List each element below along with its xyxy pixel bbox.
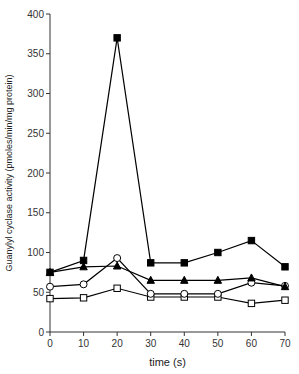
data-point [113, 262, 120, 269]
data-point [214, 276, 221, 283]
data-point [114, 255, 121, 262]
data-point [147, 290, 154, 297]
series-line [50, 38, 285, 273]
y-tick-label: 0 [38, 327, 44, 338]
x-tick [251, 332, 252, 336]
data-point [215, 249, 221, 255]
x-axis-line [50, 332, 285, 333]
series [47, 255, 289, 298]
data-point [114, 35, 120, 41]
x-tick-label: 60 [246, 338, 258, 349]
y-tick-label: 250 [27, 128, 44, 139]
data-point [114, 285, 120, 291]
data-point [80, 295, 86, 301]
y-tick-label: 50 [33, 287, 45, 298]
data-point [214, 290, 221, 297]
data-point [46, 268, 53, 275]
y-tick [46, 133, 50, 134]
y-tick [46, 332, 50, 333]
series [47, 35, 288, 276]
data-point [281, 283, 288, 290]
x-tick [184, 332, 185, 336]
data-point [248, 300, 254, 306]
plot-area [46, 35, 288, 307]
data-point [282, 297, 288, 303]
x-tick [50, 332, 51, 336]
y-axis-label: Guanylyl cyclase activity (pmoles/min/mg… [4, 74, 14, 271]
data-point [181, 260, 187, 266]
data-point [282, 264, 288, 270]
data-point [248, 274, 255, 281]
x-tick-label: 40 [179, 338, 191, 349]
y-tick-label: 100 [27, 247, 44, 258]
x-tick [217, 332, 218, 336]
data-point [248, 237, 254, 243]
x-axis-label: time (s) [149, 356, 186, 368]
data-point [80, 281, 87, 288]
x-tick-label: 70 [279, 338, 291, 349]
data-point [148, 260, 154, 266]
y-tick [46, 93, 50, 94]
series [46, 262, 288, 290]
x-tick [83, 332, 84, 336]
data-point [147, 276, 154, 283]
y-tick [46, 252, 50, 253]
x-tick [285, 332, 286, 336]
x-tick-label: 30 [145, 338, 157, 349]
y-tick-label: 350 [27, 48, 44, 59]
data-point [80, 257, 86, 263]
data-point [47, 269, 53, 275]
y-tick [46, 173, 50, 174]
data-point [47, 283, 54, 290]
x-tick-label: 20 [112, 338, 124, 349]
x-tick-label: 0 [47, 338, 53, 349]
chart-container: 0 10 20 30 40 50 60 70 0 50 100 150 200 250 300 350 400 t… [0, 0, 299, 374]
y-tick-label: 400 [27, 9, 44, 20]
data-point [181, 290, 188, 297]
x-tick-label: 10 [78, 338, 90, 349]
y-tick [46, 14, 50, 15]
x-tick [150, 332, 151, 336]
data-point [181, 276, 188, 283]
x-tick-label: 50 [212, 338, 224, 349]
y-tick [46, 292, 50, 293]
y-tick-label: 200 [27, 168, 44, 179]
y-tick-label: 150 [27, 207, 44, 218]
y-tick-label: 300 [27, 88, 44, 99]
y-tick [46, 212, 50, 213]
series [47, 285, 288, 307]
x-tick [117, 332, 118, 336]
y-tick [46, 53, 50, 54]
chart-svg: 0 10 20 30 40 50 60 70 0 50 100 150 200 250 300 350 400 t… [0, 0, 299, 374]
data-point [47, 295, 53, 301]
